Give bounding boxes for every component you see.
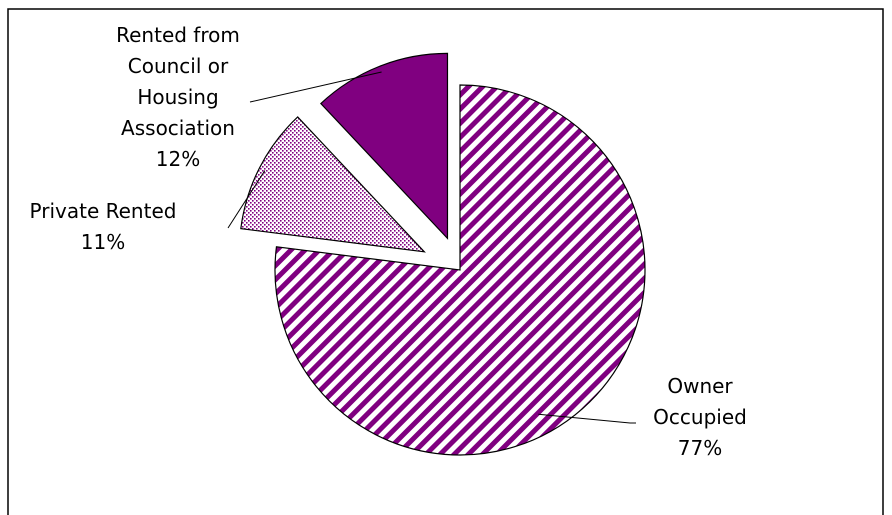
slice-label: Owner Occupied 77% bbox=[653, 374, 747, 460]
slice-label-line: 11% bbox=[81, 230, 125, 254]
slice-label-line: Council or bbox=[128, 54, 229, 78]
pie-slice bbox=[240, 116, 426, 253]
pie-slice bbox=[274, 84, 646, 456]
slice-label-line: 77% bbox=[678, 436, 722, 460]
leader-line bbox=[227, 170, 266, 229]
slice-labels: Owner Occupied 77% Private Rented 11% Rented … bbox=[30, 23, 747, 460]
slice-label-line: Association bbox=[121, 116, 235, 140]
slice-label-line: Occupied bbox=[653, 405, 747, 429]
slice-label-line: Rented from bbox=[116, 23, 240, 47]
slice-label-line: Private Rented bbox=[30, 199, 177, 223]
slice-label-line: Owner bbox=[667, 374, 733, 398]
slice-label: Rented from Council or Housing Association 1… bbox=[116, 23, 240, 171]
slice-label-line: Housing bbox=[137, 85, 218, 109]
leader-lines bbox=[227, 71, 636, 424]
leader-line bbox=[538, 413, 636, 424]
pie-slices bbox=[240, 52, 646, 456]
pie-slice bbox=[319, 52, 449, 240]
slice-label: Private Rented 11% bbox=[30, 199, 177, 254]
leader-line bbox=[249, 71, 382, 103]
slice-label-line: 12% bbox=[156, 147, 200, 171]
